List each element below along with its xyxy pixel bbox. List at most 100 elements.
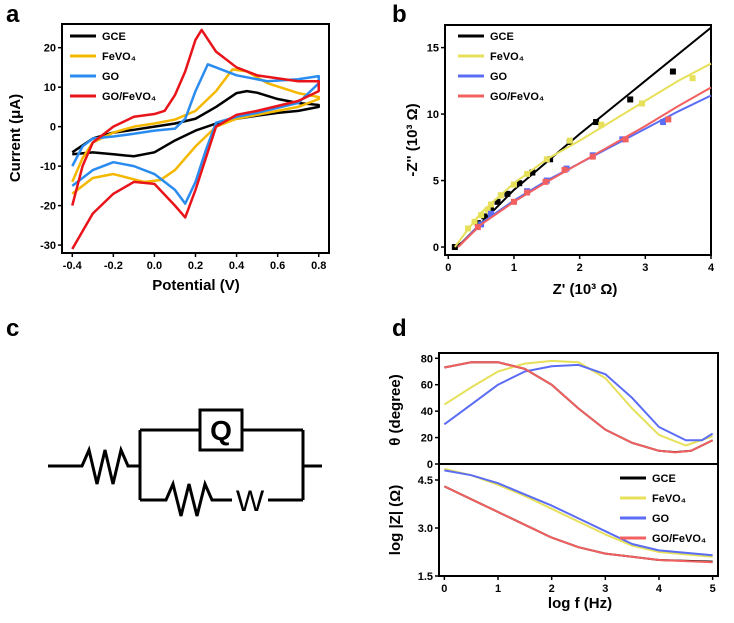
y-tick-label: 10 xyxy=(427,109,439,121)
cv-chart: -0.4 -0.2 0.0 0.2 0.4 0.6 0.8 -30 -20 -10 0 10 20 Pot… xyxy=(7,23,330,294)
equivalent-circuit-diagram xyxy=(48,408,322,517)
series-line-3 xyxy=(443,485,713,564)
data-point xyxy=(665,116,672,123)
data-point xyxy=(478,212,485,219)
data-point xyxy=(669,68,676,75)
data-point xyxy=(497,192,504,199)
series-line-2 xyxy=(457,94,712,248)
y-tick-label: 0 xyxy=(50,122,56,134)
x-tick-label: 0.4 xyxy=(229,260,245,272)
warburg-label: W xyxy=(236,485,265,518)
data-point xyxy=(487,206,494,213)
y-tick-label: 3.0 xyxy=(418,523,433,535)
data-point xyxy=(660,119,667,126)
y-tick-label: 20 xyxy=(421,433,433,445)
legend-label: GO xyxy=(102,71,120,83)
x-tick-label: 0.0 xyxy=(147,260,162,272)
data-point xyxy=(487,201,494,208)
legend-label: GO xyxy=(652,513,670,525)
plot-frame xyxy=(444,24,712,256)
data-point xyxy=(547,156,554,163)
charge-transfer-resistor xyxy=(140,479,232,517)
bode-magnitude-chart: 0 1 2 3 4 5 1.5 3.0 4.5 log f (Hz) log |Z| (Ω) GCE F… xyxy=(387,463,719,612)
data-point xyxy=(593,119,600,126)
nyquist-chart: 0 1 2 3 4 0 5 10 15 Z' (10³ Ω) -Z'' (10³ Ω) GCE FeVO… xyxy=(404,24,715,298)
y-tick-label: 20 xyxy=(44,43,56,55)
y-tick-label: 40 xyxy=(421,406,433,418)
y-axis-label: Current (μA) xyxy=(7,94,24,182)
y-tick-label: 0 xyxy=(433,242,439,254)
data-point xyxy=(589,153,596,160)
y-tick-label: -20 xyxy=(40,201,56,213)
x-axis-label: Potential (V) xyxy=(152,277,240,294)
data-point xyxy=(481,213,488,220)
cpe-label: Q xyxy=(210,415,232,446)
x-tick-label: 1 xyxy=(511,262,517,274)
legend-label: GO/FeVO₄ xyxy=(652,533,706,545)
x-tick-label: 2 xyxy=(549,583,555,595)
series-line-1 xyxy=(443,359,713,447)
x-tick-label: 2 xyxy=(577,262,583,274)
legend-label: GCE xyxy=(102,31,126,43)
y-tick-label: 10 xyxy=(44,82,56,94)
y-tick-label: 4.5 xyxy=(418,475,433,487)
y-tick-label: 60 xyxy=(421,380,433,392)
series-line-3 xyxy=(444,361,714,454)
y-tick-label: 0 xyxy=(427,459,433,471)
data-point xyxy=(622,136,629,143)
x-tick-label: 5 xyxy=(710,583,716,595)
x-tick-label: 0 xyxy=(441,583,447,595)
data-point xyxy=(464,225,471,232)
data-point xyxy=(474,224,481,231)
y-axis-label: θ (degree) xyxy=(387,374,404,445)
y-tick-label: 1.5 xyxy=(418,571,433,583)
y-axis-label: -Z'' (10³ Ω) xyxy=(404,103,421,176)
data-point xyxy=(516,180,523,187)
series-line-2 xyxy=(71,63,320,205)
data-point xyxy=(484,206,491,213)
data-point xyxy=(524,189,531,196)
data-point xyxy=(561,166,568,173)
series-line-3 xyxy=(457,86,712,248)
y-tick-label: -30 xyxy=(40,240,56,252)
plot-frame xyxy=(438,463,719,577)
x-axis-label: log f (Hz) xyxy=(548,595,612,612)
data-point xyxy=(639,100,646,107)
y-tick-label: 80 xyxy=(421,353,433,365)
x-tick-label: 4 xyxy=(708,262,715,274)
x-tick-label: 0.6 xyxy=(270,260,285,272)
data-point xyxy=(627,96,634,103)
x-tick-label: 1 xyxy=(495,583,501,595)
data-point xyxy=(543,156,550,163)
y-axis-label: log |Z| (Ω) xyxy=(387,485,404,555)
x-tick-label: 4 xyxy=(656,583,663,595)
series-line-0 xyxy=(71,89,320,158)
x-tick-label: 0 xyxy=(445,262,451,274)
y-tick-label: 5 xyxy=(433,176,439,188)
y-tick-label: -10 xyxy=(40,161,56,173)
series-line-2 xyxy=(443,363,714,442)
data-point xyxy=(487,210,494,217)
x-tick-label: 0.8 xyxy=(311,260,326,272)
data-point xyxy=(566,137,573,144)
series-line-3 xyxy=(71,28,320,250)
data-point xyxy=(510,198,517,205)
panel-label-c: c xyxy=(6,315,19,342)
x-tick-label: 0.2 xyxy=(188,260,203,272)
legend-label: GO xyxy=(490,71,508,83)
legend-label: FeVO₄ xyxy=(102,51,136,63)
legend-label: GO/FeVO₄ xyxy=(102,91,156,103)
panel-label-b: b xyxy=(392,1,407,28)
panel-label-a: a xyxy=(6,1,20,28)
data-point xyxy=(529,169,536,176)
y-tick-label: 15 xyxy=(427,43,439,55)
data-point xyxy=(524,170,531,177)
data-point xyxy=(510,181,517,188)
legend-label: GCE xyxy=(490,31,514,43)
data-point xyxy=(598,121,605,128)
legend-label: GCE xyxy=(652,473,676,485)
x-tick-label: 3 xyxy=(642,262,648,274)
x-tick-label: -0.2 xyxy=(104,260,123,272)
panel-label-d: d xyxy=(392,315,407,342)
